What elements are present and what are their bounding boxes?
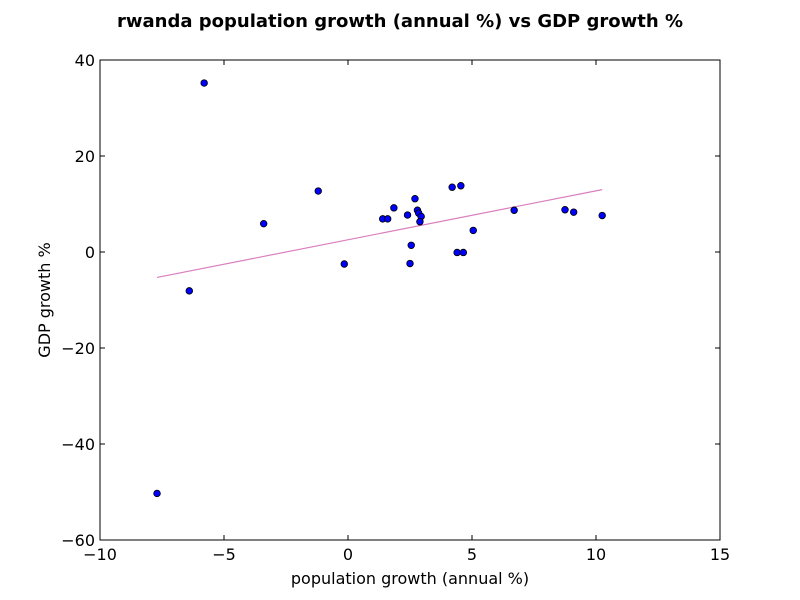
plot-area: [99, 59, 721, 541]
x-axis-label: population growth (annual %): [291, 569, 529, 588]
x-tick-label: −10: [83, 545, 117, 564]
data-point: [469, 226, 477, 235]
data-point: [200, 79, 208, 87]
chart-title: rwanda population growth (annual %) vs G…: [117, 11, 683, 32]
data-point: [411, 195, 419, 203]
data-point: [406, 259, 414, 268]
x-tick-label: 0: [343, 545, 353, 564]
data-point: [457, 182, 465, 190]
y-tick-label: −60: [61, 531, 95, 550]
data-point: [569, 208, 578, 216]
data-point: [340, 260, 348, 268]
trendline-layer: [156, 189, 603, 279]
data-point: [459, 248, 468, 257]
y-tick-label: 0: [85, 243, 95, 262]
y-tick-label: −40: [61, 435, 95, 454]
data-point: [390, 204, 398, 212]
data-point: [383, 215, 392, 223]
data-point: [561, 206, 569, 214]
plot-frame: [99, 59, 721, 541]
data-point: [448, 183, 456, 191]
x-tick-label: 5: [467, 545, 477, 564]
data-point: [153, 489, 161, 498]
axis-ticks: −10 −5 0 5 10 15 −60 −40 −20 0 20 40: [61, 51, 730, 564]
data-point: [453, 248, 461, 257]
data-point: [510, 206, 518, 214]
y-axis-label: GDP growth %: [35, 242, 54, 357]
data-point: [416, 218, 424, 226]
y-tick-label: −20: [61, 339, 95, 358]
data-point: [185, 287, 193, 295]
data-point: [259, 219, 268, 228]
y-tick-label: 20: [75, 147, 95, 166]
x-tick-label: −5: [212, 545, 236, 564]
data-point: [598, 211, 606, 220]
trendline: [156, 189, 603, 279]
data-point: [403, 211, 412, 219]
data-points: [153, 79, 606, 498]
data-point: [407, 241, 415, 249]
data-point: [314, 187, 322, 195]
y-tick-label: 40: [75, 51, 95, 70]
x-tick-label: 15: [710, 545, 730, 564]
x-tick-label: 10: [586, 545, 606, 564]
